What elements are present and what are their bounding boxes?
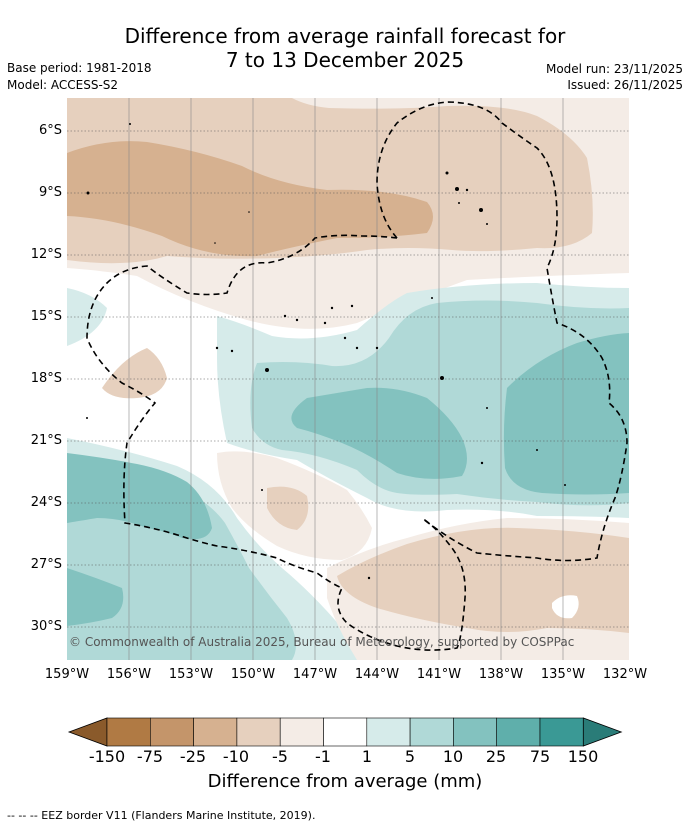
eez-legend-note: -- -- -- EEZ border V11 (Flanders Marine… [7, 809, 316, 822]
lat-label-9s: 9°S [38, 185, 62, 200]
colorbar-label: 1 [361, 747, 373, 766]
map-title-line2: 7 to 13 December 2025 [225, 48, 465, 72]
dry-pocket-center-medium [267, 486, 309, 530]
wet-region-strong-east [503, 333, 629, 495]
base-period: Base period: 1981-2018 [7, 61, 152, 75]
colorbar-swatch [366, 717, 411, 747]
lon-label-135w: 135°W [540, 667, 586, 682]
colorbar-label: -5 [272, 747, 288, 766]
wet-region-strong-center [291, 387, 467, 479]
colorbar-swatch [496, 717, 541, 747]
eez-borders [86, 101, 628, 651]
colorbar-swatch [539, 717, 584, 747]
dry-region-strong-north [67, 141, 433, 257]
colorbar-label: 25 [485, 747, 507, 766]
colorbar-extend-high [582, 717, 623, 747]
colorbar-label: -75 [136, 747, 164, 766]
issued-date: Issued: 26/11/2025 [567, 78, 683, 92]
colorbar-label: -10 [222, 747, 250, 766]
colorbar-label: 75 [529, 747, 551, 766]
colorbar-label: 10 [442, 747, 464, 766]
lon-label-153w: 153°W [168, 667, 214, 682]
colorbar-label: 5 [404, 747, 416, 766]
model-name: Model: ACCESS-S2 [7, 78, 119, 92]
colorbar-label: 150 [567, 747, 599, 766]
lat-label-21s: 21°S [30, 433, 62, 448]
colorbar-swatch [453, 717, 497, 747]
wet-region-west-edge [67, 288, 107, 346]
lon-label-141w: 141°W [416, 667, 462, 682]
lat-label-18s: 18°S [30, 371, 62, 386]
colorbar-label: -25 [179, 747, 207, 766]
lon-label-156w: 156°W [106, 667, 152, 682]
lon-label-147w: 147°W [292, 667, 338, 682]
lat-label-15s: 15°S [30, 309, 62, 324]
colorbar-swatch [193, 717, 238, 747]
colorbar-extend-low [67, 717, 108, 747]
colorbar-label: -150 [88, 747, 126, 766]
dry-pocket-west [102, 348, 167, 399]
colorbar [67, 717, 623, 747]
colorbar-title: Difference from average (mm) [207, 771, 483, 792]
lon-label-144w: 144°W [354, 667, 400, 682]
wet-region-strong-southwest [67, 453, 212, 626]
model-run-date: Model run: 23/11/2025 [545, 62, 683, 76]
rainfall-map [67, 98, 629, 660]
colorbar-swatch [323, 717, 368, 747]
colorbar-swatch [409, 717, 454, 747]
lon-label-150w: 150°W [230, 667, 276, 682]
lon-label-138w: 138°W [478, 667, 524, 682]
lat-label-12s: 12°S [30, 247, 62, 262]
lat-label-27s: 27°S [30, 557, 62, 572]
colorbar-label: -1 [315, 747, 331, 766]
lon-label-159w: 159°W [44, 667, 90, 682]
colorbar-swatch [106, 717, 151, 747]
lat-label-30s: 30°S [30, 619, 62, 634]
lon-label-132w: 132°W [602, 667, 648, 682]
map-title-line1: Difference from average rainfall forecas… [124, 24, 566, 48]
colorbar-swatch [279, 717, 324, 747]
wet-pocket-southeast [552, 595, 579, 619]
colorbar-swatch [236, 717, 281, 747]
colorbar-swatch [150, 717, 194, 747]
islands [86, 123, 566, 580]
lat-label-24s: 24°S [30, 495, 62, 510]
copyright-notice: © Commonwealth of Australia 2025, Bureau… [69, 635, 575, 649]
lat-label-6s: 6°S [38, 123, 62, 138]
